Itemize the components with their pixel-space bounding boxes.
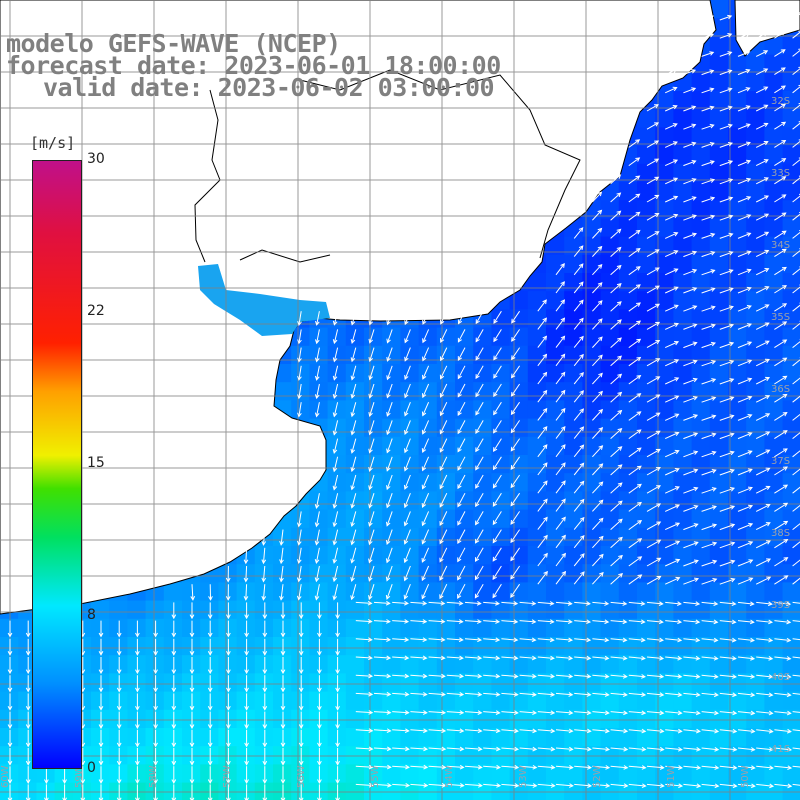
longitude-label: 55W: [370, 765, 381, 788]
latitude-label: 36S: [771, 384, 790, 395]
land-border-line: [239, 249, 331, 263]
colorbar-unit: [m/s]: [30, 134, 76, 152]
valid-date: valid date: 2023-06-02 03:00:00: [43, 73, 495, 102]
colorbar-tick: 0: [87, 760, 96, 776]
longitude-label: 60W: [0, 765, 11, 788]
colorbar: [32, 160, 82, 769]
longitude-label: 50W: [740, 765, 751, 788]
longitude-label: 57W: [222, 765, 233, 788]
colorbar-tick: 8: [87, 607, 96, 623]
latitude-label: 33S: [771, 168, 790, 179]
longitude-label: 52W: [592, 765, 603, 788]
longitude-label: 59W: [74, 765, 85, 788]
longitude-label: 53W: [518, 765, 529, 788]
model-title: modelo GEFS-WAVE (NCEP): [6, 29, 341, 58]
latitude-label: 37S: [771, 456, 790, 467]
latitude-label: 40S: [771, 672, 790, 683]
estuary-water: [198, 264, 330, 336]
colorbar-tick: 22: [87, 303, 105, 319]
latitude-label: 35S: [771, 312, 790, 323]
latitude-label: 41S: [771, 744, 790, 755]
latitude-label: 32S: [771, 96, 790, 107]
wind-arrows: [7, 12, 800, 800]
colorbar-tick: 15: [87, 455, 105, 471]
latitude-label: 39S: [771, 600, 790, 611]
land-border-line: [299, 69, 581, 259]
longitude-label: 56W: [296, 765, 307, 788]
latitude-label: 34S: [771, 240, 790, 251]
longitude-label: 54W: [444, 765, 455, 788]
longitude-label: 51W: [666, 765, 677, 788]
forecast-date: forecast date: 2023-06-01 18:00:00: [6, 51, 501, 80]
colorbar-tick: 30: [87, 151, 105, 167]
longitude-label: 58W: [148, 765, 159, 788]
latitude-label: 38S: [771, 528, 790, 539]
